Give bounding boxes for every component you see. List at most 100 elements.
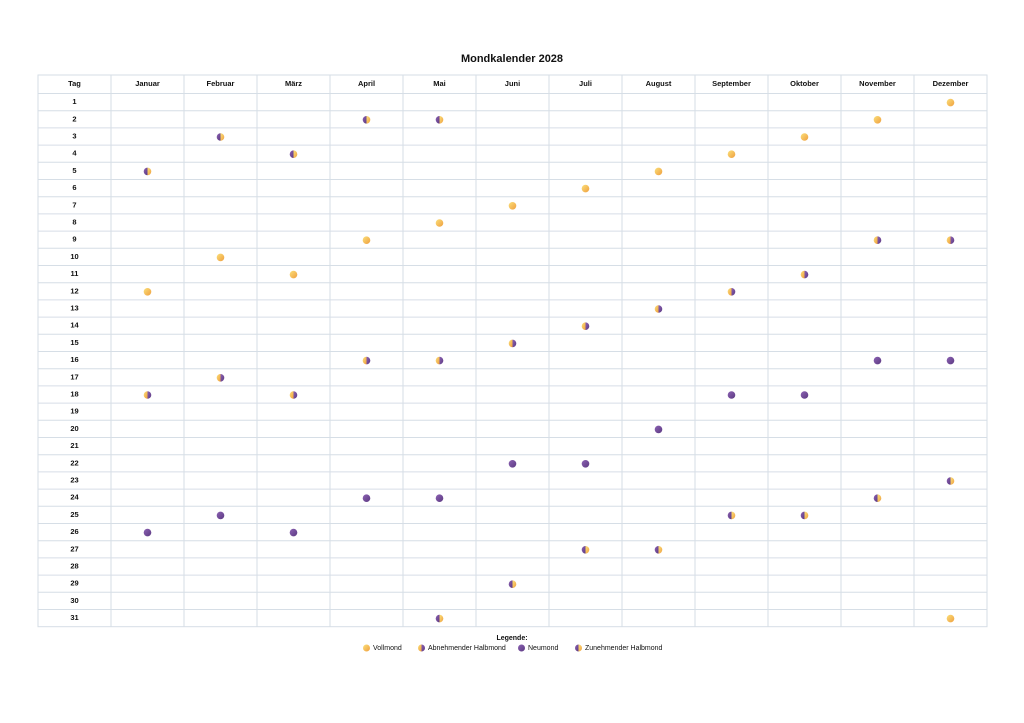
moon-icon: [575, 644, 582, 652]
moon-new: [518, 644, 525, 652]
moon-icon: [873, 236, 882, 244]
moon-half: [366, 116, 371, 124]
moon-icon: [216, 511, 225, 520]
moon-half: [804, 270, 809, 279]
moon-new: [289, 528, 298, 537]
moon-full: [216, 253, 225, 262]
moon-icon: [362, 116, 371, 124]
moon-half: [508, 580, 513, 588]
moon-new: [727, 391, 736, 399]
moon-icon: [727, 288, 736, 296]
moon-half: [800, 270, 805, 279]
moon-icon: [435, 219, 444, 227]
moon-icon: [946, 98, 955, 107]
day-label: 19: [70, 407, 78, 416]
moon-half: [216, 133, 221, 141]
moon-half: [421, 644, 425, 652]
moon-new: [216, 511, 225, 520]
column-header: März: [285, 79, 302, 88]
moon-half: [512, 339, 517, 348]
moon-new: [654, 425, 663, 434]
moon-icon: [654, 425, 663, 434]
day-label: 14: [70, 321, 79, 330]
day-label: 1: [72, 97, 76, 106]
moon-half: [143, 391, 148, 399]
moon-half: [727, 288, 732, 296]
moon-icon: [435, 494, 444, 503]
moon-icon: [873, 116, 882, 124]
moon-half: [439, 356, 444, 365]
day-label: 27: [70, 544, 78, 553]
moon-new: [946, 356, 955, 365]
moon-icon: [581, 546, 590, 554]
moon-half: [289, 391, 294, 399]
moon-icon: [727, 511, 736, 520]
moon-full: [727, 150, 736, 158]
moon-half: [877, 494, 882, 502]
moon-half: [216, 374, 221, 382]
day-label: 11: [71, 269, 79, 278]
moon-icon: [508, 339, 517, 348]
day-label: 8: [72, 217, 76, 226]
day-label: 13: [70, 303, 78, 312]
moon-half: [585, 322, 590, 330]
column-header: Juli: [579, 79, 592, 88]
moon-icon: [216, 133, 225, 141]
moon-half: [581, 322, 586, 330]
moon-icon: [289, 270, 298, 279]
day-label: 12: [70, 286, 78, 295]
column-header: November: [859, 79, 896, 88]
moon-icon: [873, 356, 882, 365]
moon-half: [654, 305, 659, 313]
moon-icon: [508, 460, 517, 468]
moon-icon: [654, 305, 663, 313]
moon-icon: [289, 150, 298, 158]
day-label: 17: [70, 372, 78, 381]
moon-icon: [800, 270, 809, 279]
moon-icon: [362, 236, 371, 244]
column-header: Tag: [68, 79, 81, 88]
moon-half: [435, 614, 440, 623]
moon-icon: [435, 614, 444, 623]
moon-icon: [143, 288, 152, 296]
moon-icon: [435, 116, 444, 124]
moon-icon: [143, 391, 152, 399]
moon-icon: [800, 133, 809, 141]
moon-icon: [508, 580, 517, 588]
day-label: 25: [70, 510, 78, 519]
moon-new: [508, 460, 517, 468]
day-label: 6: [72, 183, 76, 192]
column-header: Juni: [505, 79, 520, 88]
moon-icon: [216, 253, 225, 262]
moon-icon: [581, 322, 590, 330]
moon-icon: [289, 391, 298, 399]
moon-new: [873, 356, 882, 365]
column-header: Dezember: [933, 79, 969, 88]
moon-icon: [800, 391, 809, 399]
moon-icon: [873, 494, 882, 502]
day-label: 15: [70, 338, 78, 347]
moon-icon: [216, 374, 225, 382]
column-header: April: [358, 79, 375, 88]
table-border: [37, 74, 988, 628]
moon-half: [512, 580, 517, 588]
day-label: 9: [72, 235, 76, 244]
moon-icon: [518, 644, 525, 652]
moon-full: [508, 202, 517, 210]
day-label: 31: [70, 613, 78, 622]
moon-half: [220, 133, 225, 141]
day-label: 7: [72, 200, 76, 209]
moon-half: [147, 391, 152, 399]
moon-icon: [362, 494, 371, 503]
column-header: September: [712, 79, 751, 88]
moon-full: [654, 167, 663, 176]
moon-icon: [362, 356, 371, 365]
legend-label: Zunehmender Halbmond: [585, 645, 663, 652]
moon-half: [362, 356, 367, 365]
moon-full: [363, 644, 370, 652]
moon-half: [289, 150, 294, 158]
moon-half: [147, 167, 152, 176]
column-header: Februar: [207, 79, 235, 88]
moon-new: [435, 494, 444, 503]
